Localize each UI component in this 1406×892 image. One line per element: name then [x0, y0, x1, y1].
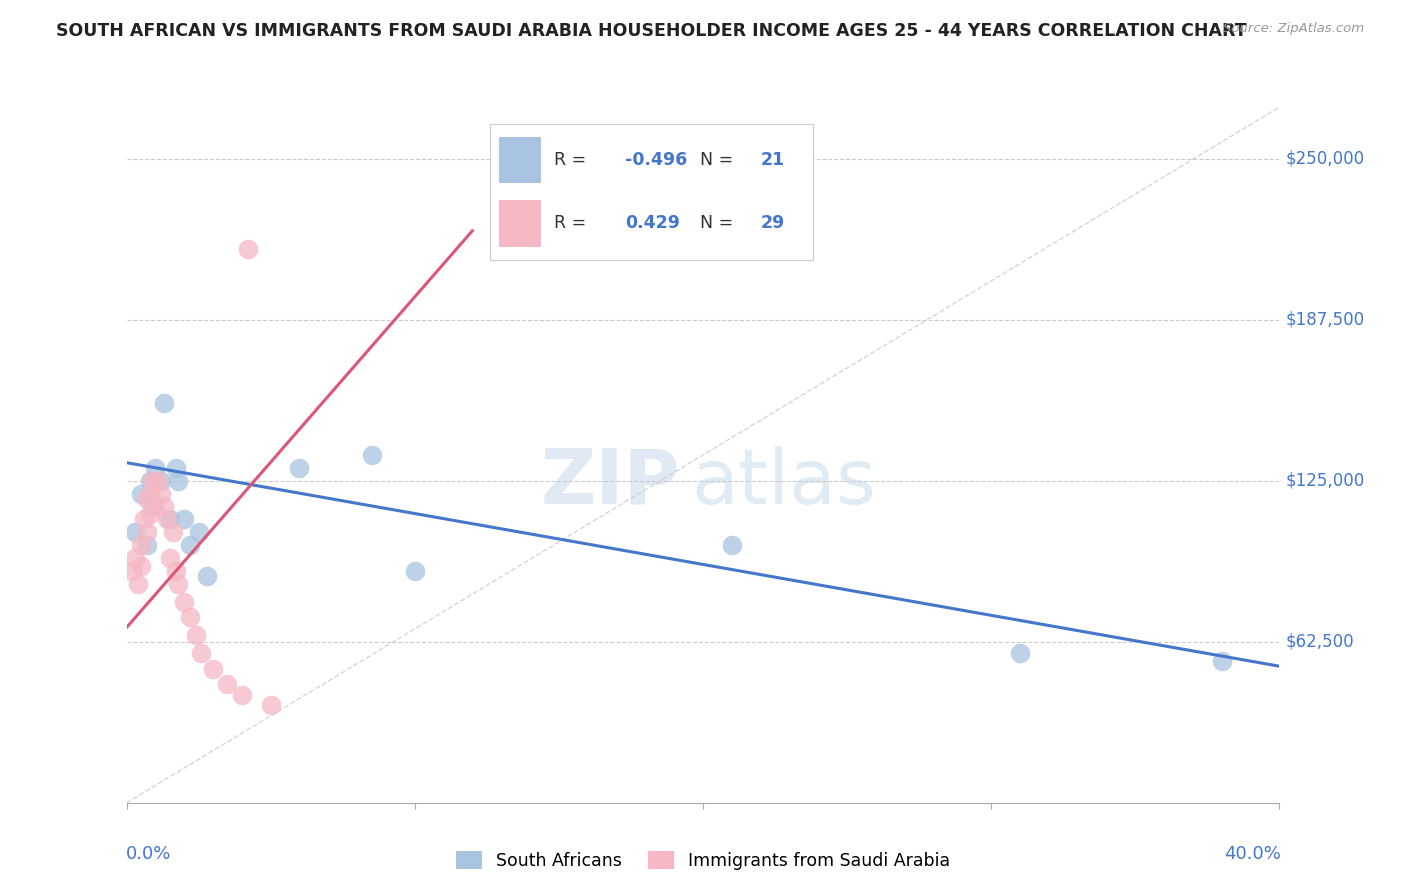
Text: Source: ZipAtlas.com: Source: ZipAtlas.com [1223, 22, 1364, 36]
Point [360, 448, 382, 462]
Text: atlas: atlas [692, 446, 876, 520]
Text: 40.0%: 40.0% [1223, 845, 1281, 863]
Point [167, 474, 190, 488]
Point [141, 474, 163, 488]
Point [404, 564, 426, 578]
Point [165, 564, 187, 578]
Point [162, 525, 184, 540]
Point [129, 486, 152, 500]
Point [153, 500, 176, 514]
Point [231, 688, 253, 702]
Point [121, 564, 143, 578]
Point [153, 396, 176, 410]
Point [150, 486, 173, 500]
Point [138, 486, 160, 500]
Point [1211, 654, 1233, 668]
Point [259, 698, 281, 712]
Point [184, 628, 207, 642]
Text: 0.0%: 0.0% [125, 845, 170, 863]
Point [173, 512, 195, 526]
Point [179, 610, 201, 624]
Point [236, 242, 259, 256]
Point [159, 512, 181, 526]
Point [1008, 646, 1031, 660]
Point [179, 538, 201, 552]
Point [124, 525, 146, 540]
Text: $250,000: $250,000 [1285, 150, 1364, 168]
Text: ZIP: ZIP [540, 446, 681, 520]
Point [145, 460, 166, 475]
Point [173, 595, 195, 609]
Point [202, 662, 225, 676]
Point [156, 512, 179, 526]
Point [132, 512, 155, 526]
Point [288, 460, 311, 475]
Point [124, 551, 146, 566]
Point [187, 525, 209, 540]
Point [720, 538, 742, 552]
Point [138, 474, 160, 488]
Text: $62,500: $62,500 [1285, 632, 1354, 651]
Point [159, 551, 181, 566]
Text: $125,000: $125,000 [1285, 472, 1364, 490]
Point [141, 500, 163, 514]
Point [167, 576, 190, 591]
Point [135, 538, 157, 552]
Point [190, 646, 212, 660]
Point [127, 576, 149, 591]
Point [129, 538, 152, 552]
Point [150, 474, 173, 488]
Y-axis label: Householder Income Ages 25 - 44 years: Householder Income Ages 25 - 44 years [0, 301, 7, 608]
Point [195, 569, 218, 583]
Point [138, 507, 160, 521]
Text: $187,500: $187,500 [1285, 310, 1364, 328]
Legend: South Africans, Immigrants from Saudi Arabia: South Africans, Immigrants from Saudi Ar… [447, 843, 959, 879]
Text: SOUTH AFRICAN VS IMMIGRANTS FROM SAUDI ARABIA HOUSEHOLDER INCOME AGES 25 - 44 YE: SOUTH AFRICAN VS IMMIGRANTS FROM SAUDI A… [56, 22, 1247, 40]
Point [145, 500, 166, 514]
Point [129, 558, 152, 573]
Point [165, 460, 187, 475]
Point [135, 525, 157, 540]
Point [148, 474, 170, 488]
Point [217, 677, 239, 691]
Point [135, 491, 157, 506]
